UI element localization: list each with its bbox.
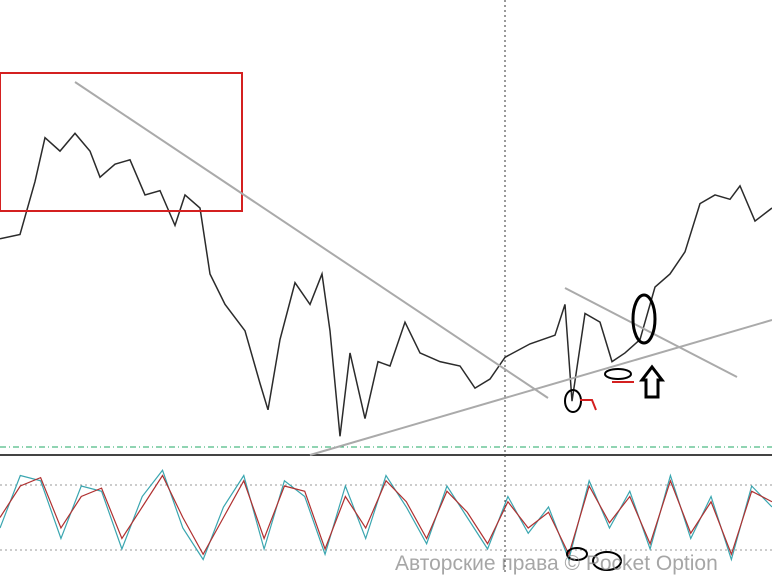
annotation-circle — [592, 551, 622, 571]
annotation-mark — [580, 399, 597, 411]
annotation-circle — [566, 547, 588, 561]
watermark: Авторские права © Pocket Option — [395, 552, 718, 575]
annotation-circle — [631, 293, 657, 345]
highlight-box — [0, 72, 243, 212]
annotation-circle — [604, 368, 632, 380]
arrow — [638, 364, 666, 399]
oscillator-line — [0, 474, 772, 557]
trend-line — [74, 81, 549, 399]
trend-line — [564, 287, 738, 378]
trend-line — [309, 319, 772, 456]
oscillator-line — [0, 469, 772, 562]
